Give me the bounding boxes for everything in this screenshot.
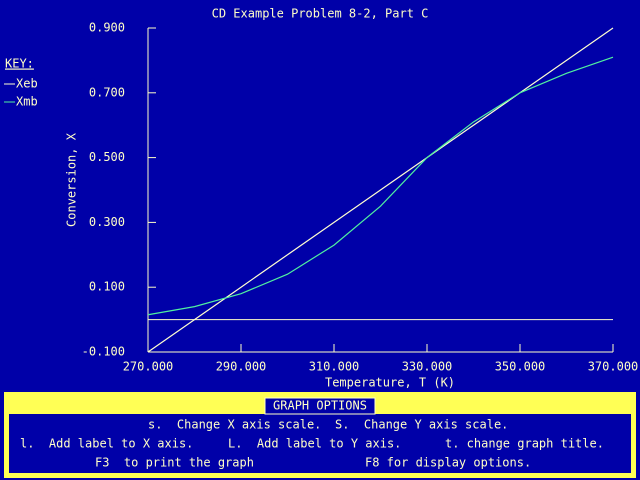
series-line	[147, 56, 614, 316]
option-text: F8 for display options.	[365, 456, 531, 470]
y-tick-label: 0.100	[89, 280, 125, 294]
y-tick-label: -0.100	[82, 345, 125, 359]
legend-label: Xmb	[16, 95, 38, 109]
x-tick-label: 290.000	[216, 360, 267, 374]
option-text: F3 to print the graph	[95, 456, 254, 470]
x-tick-label: 370.000	[588, 360, 639, 374]
options-body	[9, 414, 631, 473]
option-text: L. Add label to Y axis.	[228, 437, 401, 451]
x-tick-label: 310.000	[309, 360, 360, 374]
options-title: GRAPH OPTIONS	[273, 399, 367, 413]
option-text: t. change graph title.	[445, 437, 604, 451]
y-tick-label: 0.300	[89, 215, 125, 229]
x-tick-label: 270.000	[123, 360, 174, 374]
x-axis-label: Temperature, T (K)	[325, 376, 455, 390]
x-tick-label: 330.000	[402, 360, 453, 374]
options-header	[264, 397, 376, 415]
option-text: s. Change X axis scale.	[148, 418, 321, 432]
x-tick-label: 350.000	[495, 360, 546, 374]
option-text: l. Add label to X axis.	[20, 437, 193, 451]
y-tick-label: 0.900	[89, 21, 125, 35]
y-tick-label: 0.700	[89, 85, 125, 99]
y-axis-label: Conversion, X	[65, 132, 79, 227]
option-text: S. Change Y axis scale.	[335, 418, 508, 432]
legend-label: Xeb	[16, 77, 38, 91]
legend-title: KEY:	[5, 57, 34, 71]
chart-title: CD Example Problem 8-2, Part C	[212, 7, 429, 21]
y-tick-label: 0.500	[89, 150, 125, 164]
